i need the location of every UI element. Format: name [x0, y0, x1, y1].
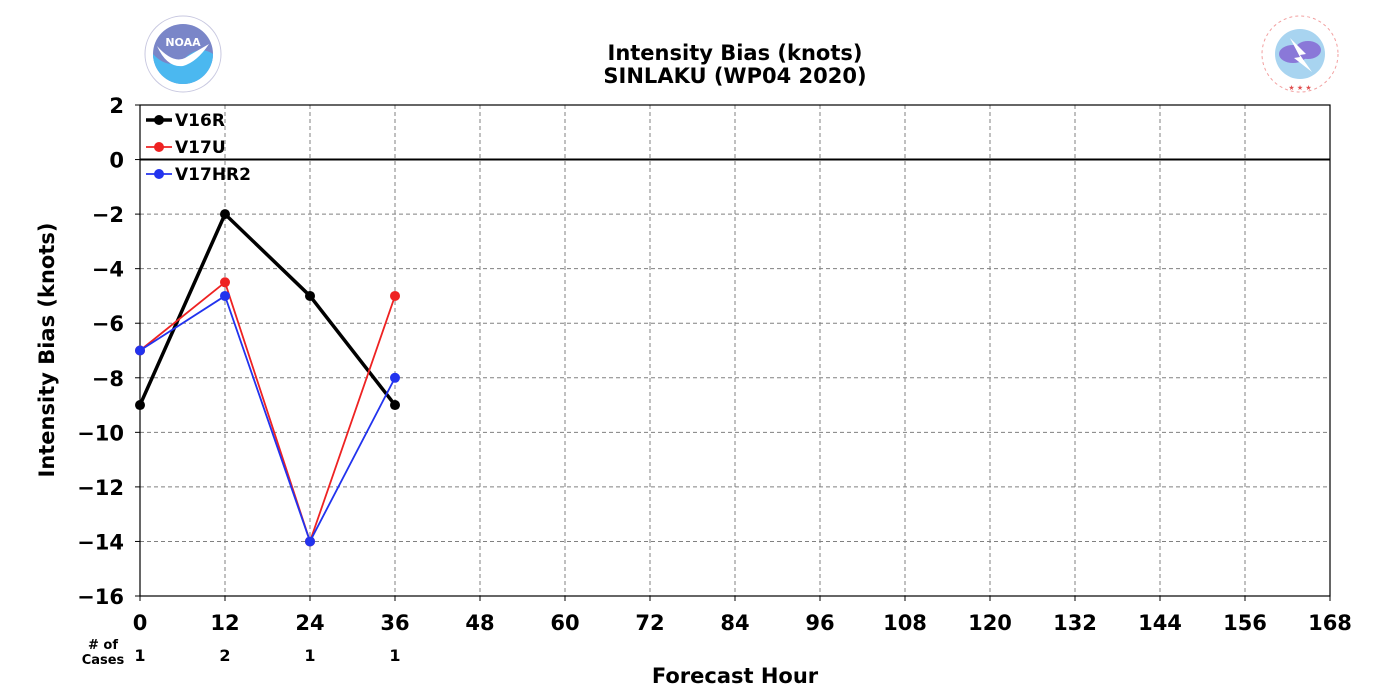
- data-point: [220, 209, 230, 220]
- x-tick-label: 24: [295, 611, 324, 635]
- x-tick-label: 120: [968, 611, 1012, 635]
- y-tick-label: −4: [92, 258, 124, 282]
- series-line: [138, 212, 397, 407]
- legend-item-v17u: V17U: [146, 138, 226, 158]
- series-v17hr2: [135, 290, 400, 547]
- y-tick-label: −2: [92, 203, 124, 227]
- y-tick-label: −14: [77, 530, 124, 554]
- x-tick-label: 48: [465, 611, 494, 635]
- chart-title-line1: Intensity Bias (knots): [607, 41, 863, 65]
- x-tick-label: 60: [550, 611, 579, 635]
- case-count: 1: [304, 646, 315, 665]
- x-tick-label: 12: [210, 611, 239, 635]
- nws-logo: ★ ★ ★: [1260, 14, 1340, 94]
- grid-lines: [140, 105, 1330, 596]
- chart-title-line2: SINLAKU (WP04 2020): [603, 64, 867, 88]
- data-point: [305, 290, 315, 301]
- x-tick-label: 0: [133, 611, 148, 635]
- y-tick-label: 0: [109, 149, 124, 173]
- data-point: [135, 345, 145, 356]
- y-tick-label: −16: [77, 585, 124, 609]
- data-point: [305, 536, 315, 547]
- x-tick-label: 168: [1308, 611, 1352, 635]
- y-axis-label: Intensity Bias (knots): [35, 222, 59, 478]
- x-axis-label: Forecast Hour: [651, 664, 819, 688]
- chart-title: Intensity Bias (knots) SINLAKU (WP04 202…: [485, 42, 985, 88]
- x-tick-label: 84: [720, 611, 749, 635]
- x-tick-label: 108: [883, 611, 927, 635]
- x-tick-label: 132: [1053, 611, 1097, 635]
- data-point: [220, 290, 230, 301]
- series-v17u: [135, 277, 400, 547]
- cases-label-line1: # of: [87, 638, 118, 653]
- noaa-logo: NOAA: [143, 14, 223, 94]
- legend: V16R V17U V17HR2: [146, 111, 251, 185]
- series-v16r: [135, 209, 400, 411]
- series-line: [139, 295, 396, 543]
- data-point: [135, 400, 145, 411]
- series-line: [139, 281, 396, 543]
- case-count: 1: [134, 646, 145, 665]
- x-tick-label: 36: [380, 611, 409, 635]
- data-point: [390, 290, 400, 301]
- legend-item-v16r: V16R: [146, 111, 225, 131]
- legend-marker: [154, 142, 164, 152]
- svg-text:★ ★ ★: ★ ★ ★: [1288, 84, 1311, 92]
- y-tick-label: −6: [92, 312, 124, 336]
- data-point: [390, 372, 400, 383]
- data-point: [220, 277, 230, 288]
- case-counts: 1 2 1 1: [134, 646, 400, 665]
- y-tick-label: −12: [77, 476, 124, 500]
- legend-label: V17U: [175, 138, 226, 158]
- x-tick-label: 144: [1138, 611, 1182, 635]
- x-tick-label: 156: [1223, 611, 1267, 635]
- y-ticks: 2 0 −2 −4 −6 −8 −10 −12 −14 −16: [77, 94, 140, 609]
- case-count: 2: [219, 646, 230, 665]
- y-tick-label: −10: [77, 421, 124, 445]
- case-count: 1: [389, 646, 400, 665]
- x-ticks: 0 12 24 36 48 60 72 84 96 108 120 132 144 156 168: [133, 596, 1352, 635]
- data-point: [390, 400, 400, 411]
- legend-item-v17hr2: V17HR2: [146, 165, 251, 185]
- cases-label: # of Cases: [76, 638, 130, 668]
- y-tick-label: 2: [109, 94, 124, 118]
- x-tick-label: 96: [805, 611, 834, 635]
- legend-label: V17HR2: [175, 165, 251, 185]
- legend-marker: [154, 115, 164, 125]
- y-tick-label: −8: [92, 367, 124, 391]
- legend-label: V16R: [175, 111, 225, 131]
- svg-text:NOAA: NOAA: [165, 36, 201, 49]
- cases-label-line2: Cases: [81, 653, 125, 668]
- x-tick-label: 72: [635, 611, 664, 635]
- legend-marker: [154, 169, 164, 179]
